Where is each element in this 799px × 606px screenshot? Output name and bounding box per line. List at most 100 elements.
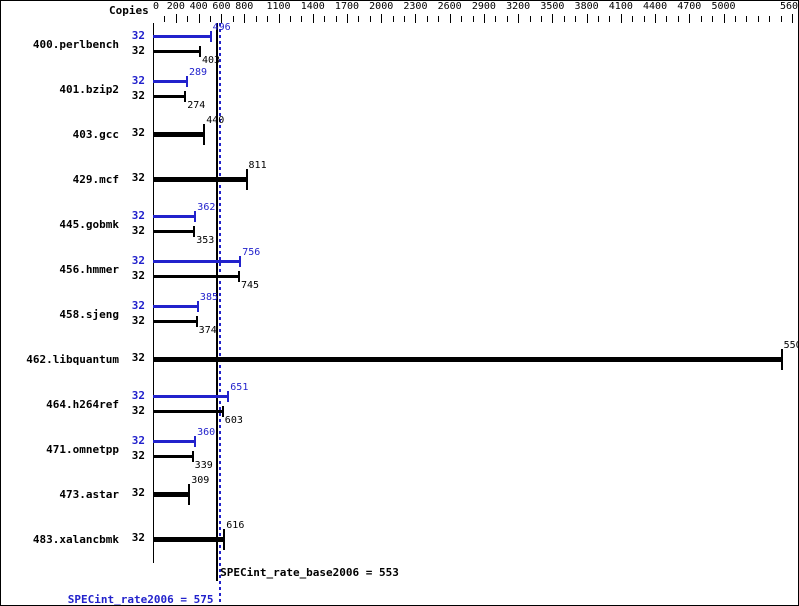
bar-value-peak: 362 <box>197 202 216 213</box>
x-axis-label: 5000 <box>711 1 736 12</box>
bar-origin-cap <box>153 388 154 420</box>
x-axis-label: 600 <box>212 1 231 12</box>
x-axis-tick <box>769 16 771 22</box>
x-axis-tick <box>540 16 542 22</box>
copies-value: 32 <box>131 254 145 267</box>
bar-peak <box>153 80 186 83</box>
x-axis-tick <box>324 16 326 22</box>
bar-value-base: 309 <box>191 475 210 486</box>
x-axis-tick <box>734 16 736 22</box>
bar-peak <box>153 440 195 443</box>
copies-value: 32 <box>131 269 145 282</box>
x-axis-tick <box>472 16 474 22</box>
x-axis-label: 2600 <box>437 1 462 12</box>
x-axis-tick <box>689 14 691 23</box>
benchmark-label: 464.h264ref <box>1 398 119 411</box>
x-axis-tick <box>187 16 189 22</box>
copies-value: 32 <box>131 404 145 417</box>
x-axis-tick <box>392 16 394 22</box>
x-axis-tick <box>255 16 257 22</box>
x-axis-tick <box>381 14 383 23</box>
bar-peak <box>153 395 228 398</box>
bar-base <box>153 132 204 137</box>
x-axis-tick <box>278 14 280 23</box>
bar-base <box>153 492 189 497</box>
footer-base-score: SPECint_rate_base2006 = 553 <box>220 566 399 579</box>
x-axis-tick <box>598 16 600 22</box>
bar-peak <box>153 305 197 308</box>
benchmark-name-text: 403.gcc <box>72 128 119 141</box>
x-axis-tick <box>426 16 428 22</box>
bar-base <box>153 95 185 98</box>
benchmark-name-text: 464.h264ref <box>46 398 119 411</box>
x-axis-tick <box>666 16 668 22</box>
x-axis-tick <box>632 16 634 22</box>
copies-value: 32 <box>131 29 145 42</box>
copies-value: 32 <box>131 44 145 57</box>
bar-end-cap-peak <box>194 210 197 222</box>
x-axis-tick <box>369 16 371 22</box>
copies-value: 32 <box>131 209 145 222</box>
x-axis-tick <box>609 16 611 22</box>
benchmark-name-text: 473.astar <box>59 488 119 501</box>
x-axis-tick <box>175 14 177 23</box>
x-axis-tick <box>164 16 166 22</box>
bar-base <box>153 275 238 278</box>
x-axis-label: 1400 <box>300 1 325 12</box>
copies-column-header: Copies <box>109 4 149 17</box>
copies-value: 32 <box>131 74 145 87</box>
bar-end-cap-base <box>195 315 198 327</box>
bar-value-base: 353 <box>196 235 215 246</box>
copies-value: 32 <box>131 126 145 139</box>
bar-origin-cap <box>153 28 154 60</box>
x-axis-tick <box>586 14 588 23</box>
copies-value: 32 <box>131 314 145 327</box>
bar-end-cap-base <box>184 90 187 102</box>
bar-end-cap-base <box>191 450 194 462</box>
x-axis-label: 1700 <box>334 1 360 12</box>
plot-area: 0 200 400 600 800 1100 1400 1700 2000 2300 2600 290… <box>153 1 798 605</box>
bar-base <box>153 50 199 53</box>
x-axis-tick <box>404 16 406 22</box>
bar-value-base: 616 <box>226 520 245 531</box>
x-axis-tick <box>677 16 679 22</box>
benchmark-name-text: 458.sjeng <box>59 308 119 321</box>
bar-peak <box>153 35 210 38</box>
x-axis-tick <box>552 14 554 23</box>
benchmark-name-text: 401.bzip2 <box>59 83 119 96</box>
x-axis-tick <box>289 16 291 22</box>
x-axis-tick <box>198 14 200 23</box>
x-axis-tick <box>210 16 212 22</box>
bar-value-peak: 360 <box>197 427 216 438</box>
benchmark-label: 471.omnetpp <box>1 443 119 456</box>
bar-base <box>153 230 194 233</box>
reference-line-peak <box>218 23 221 605</box>
benchmark-label: 473.astar <box>1 488 119 501</box>
bar-origin-cap <box>153 433 154 465</box>
bar-origin-cap <box>153 208 154 240</box>
benchmark-name-text: 456.hmmer <box>59 263 119 276</box>
x-axis-tick <box>461 16 463 22</box>
benchmark-label: 483.xalancbmk <box>1 533 119 546</box>
x-axis-tick <box>712 16 714 22</box>
copies-value: 32 <box>131 89 145 102</box>
bar-origin-cap <box>153 253 154 285</box>
bar-end-cap-base <box>223 528 226 550</box>
x-axis-tick <box>346 14 348 23</box>
x-axis-label: 4100 <box>608 1 633 12</box>
reference-line-base <box>216 23 219 581</box>
bar-end-cap-base <box>188 483 191 505</box>
copies-value: 32 <box>131 389 145 402</box>
bar-value-base: 811 <box>248 160 267 171</box>
benchmark-label: 456.hmmer <box>1 263 119 276</box>
bar-end-cap-peak <box>185 75 188 87</box>
benchmark-name-text: 462.libquantum <box>26 353 119 366</box>
x-axis-label: 2000 <box>369 1 394 12</box>
bar-base <box>153 537 224 542</box>
bar-value-base: 440 <box>206 115 225 126</box>
x-axis-tick <box>221 14 223 23</box>
x-axis-label: 4400 <box>643 1 668 12</box>
x-axis-label: 400 <box>189 1 208 12</box>
x-axis-tick <box>358 16 360 22</box>
